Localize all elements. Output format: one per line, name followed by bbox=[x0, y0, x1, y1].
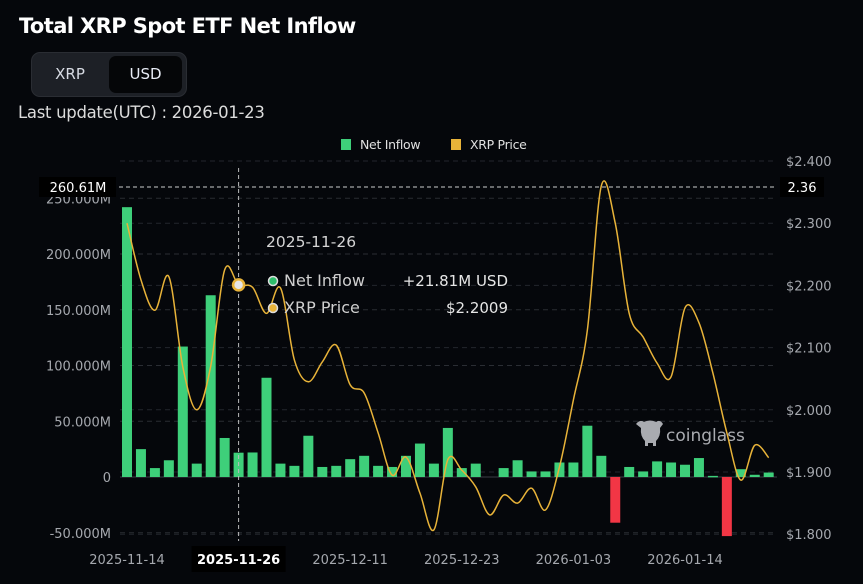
inflow-bar[interactable] bbox=[707, 475, 718, 478]
inflow-bar[interactable] bbox=[442, 427, 453, 477]
tooltip-inflow-dot-icon bbox=[267, 275, 279, 287]
inflow-bar[interactable] bbox=[373, 465, 384, 477]
coinglass-logo-icon bbox=[636, 420, 663, 446]
inflow-bar[interactable] bbox=[261, 377, 272, 477]
legend-swatch-inflow bbox=[341, 139, 351, 150]
inflow-bar[interactable] bbox=[414, 443, 425, 477]
left-axis-tick-label: 150.000M bbox=[46, 304, 111, 319]
x-axis-tick-label: 2025-12-23 bbox=[424, 553, 500, 568]
right-axis-tick-label: $2.200 bbox=[786, 279, 832, 294]
inflow-bar[interactable] bbox=[331, 465, 342, 477]
inflow-bar[interactable] bbox=[735, 469, 746, 477]
tooltip-inflow-label: Net Inflow bbox=[284, 271, 365, 290]
inflow-bar[interactable] bbox=[163, 460, 174, 477]
last-update-text: Last update(UTC) : 2026-01-23 bbox=[18, 103, 265, 122]
inflow-bar[interactable] bbox=[387, 466, 398, 477]
inflow-bar[interactable] bbox=[401, 455, 411, 477]
inflow-bar[interactable] bbox=[247, 452, 258, 477]
inflow-bar[interactable] bbox=[568, 462, 579, 477]
crosshair-left-label: 260.61M bbox=[50, 181, 107, 196]
tooltip-price-dot-icon bbox=[267, 302, 279, 314]
x-axis-highlight-bg bbox=[191, 546, 286, 572]
x-axis-tick-label: 2025-11-26 bbox=[197, 553, 280, 568]
inflow-bar[interactable] bbox=[303, 435, 314, 477]
inflow-bar[interactable] bbox=[680, 464, 690, 477]
inflow-bar[interactable] bbox=[540, 471, 551, 477]
x-axis-tick-label: 2025-12-11 bbox=[312, 553, 388, 568]
inflow-bar[interactable] bbox=[693, 458, 704, 477]
inflow-bar[interactable] bbox=[359, 455, 370, 477]
toggle-xrp-button[interactable]: XRP bbox=[55, 65, 85, 83]
watermark-text: coinglass bbox=[666, 426, 745, 446]
left-axis-tick-label: -50.000M bbox=[50, 527, 111, 542]
tooltip: 2025-11-26 Net Inflow +21.81M USD XRP Pr… bbox=[266, 233, 508, 317]
tooltip-price-label: XRP Price bbox=[284, 298, 360, 317]
inflow-bar[interactable] bbox=[289, 465, 300, 477]
right-axis-tick-label: $2.300 bbox=[786, 217, 832, 232]
price-hover-point bbox=[231, 278, 246, 292]
inflow-bar[interactable] bbox=[652, 461, 663, 477]
xrp-price-line bbox=[126, 180, 770, 532]
left-axis-tick-label: 50.000M bbox=[54, 415, 111, 430]
inflow-bar[interactable] bbox=[456, 468, 467, 477]
inflow-bar[interactable] bbox=[149, 468, 160, 477]
tooltip-date: 2025-11-26 bbox=[266, 233, 356, 251]
inflow-bar[interactable] bbox=[317, 466, 328, 477]
inflow-bar[interactable] bbox=[345, 459, 356, 477]
inflow-bar[interactable] bbox=[582, 425, 593, 477]
toggle-usd-button[interactable]: USD bbox=[109, 56, 182, 93]
outflow-bar[interactable] bbox=[610, 477, 621, 523]
legend-label: XRP Price bbox=[470, 137, 527, 152]
tooltip-inflow-value: +21.81M USD bbox=[403, 272, 508, 290]
inflow-bar[interactable] bbox=[624, 466, 635, 477]
outflow-bar[interactable] bbox=[721, 477, 732, 537]
page-title: Total XRP Spot ETF Net Inflow bbox=[19, 14, 356, 38]
inflow-bar[interactable] bbox=[749, 474, 760, 477]
x-axis-tick-label: 2026-01-14 bbox=[647, 553, 723, 568]
legend-xrp-price[interactable]: XRP Price bbox=[451, 137, 527, 152]
inflow-bar[interactable] bbox=[596, 455, 607, 477]
inflow-bar[interactable] bbox=[122, 207, 132, 478]
inflow-bar[interactable] bbox=[638, 471, 649, 477]
right-axis-tick-label: $2.400 bbox=[786, 155, 832, 170]
inflow-bar[interactable] bbox=[428, 463, 439, 477]
right-axis-tick-label: $1.900 bbox=[786, 466, 832, 481]
inflow-bar[interactable] bbox=[666, 462, 677, 477]
legend-swatch-price bbox=[451, 139, 461, 150]
left-axis-tick-label: 100.000M bbox=[46, 360, 111, 375]
coinglass-watermark: coinglass bbox=[636, 420, 745, 446]
x-axis-tick-label: 2026-01-03 bbox=[536, 553, 612, 568]
inflow-bar[interactable] bbox=[763, 472, 774, 477]
legend-label: Net Inflow bbox=[360, 137, 421, 152]
unit-toggle: XRP USD bbox=[31, 52, 187, 97]
inflow-bar[interactable] bbox=[498, 468, 509, 477]
inflow-bar[interactable] bbox=[219, 437, 230, 477]
inflow-bar[interactable] bbox=[191, 463, 202, 477]
crosshair-right-label-bg bbox=[780, 177, 824, 197]
inflow-bar[interactable] bbox=[526, 471, 537, 477]
right-axis-tick-label: $1.800 bbox=[786, 528, 832, 543]
crosshair-left-label-bg bbox=[39, 177, 116, 197]
inflow-bar[interactable] bbox=[470, 463, 481, 477]
left-axis-tick-label: 200.000M bbox=[46, 248, 111, 263]
tooltip-price-value: $2.2009 bbox=[446, 299, 508, 317]
inflow-bar[interactable] bbox=[135, 449, 146, 477]
inflow-bar[interactable] bbox=[275, 463, 286, 477]
crosshair-right-label: 2.36 bbox=[788, 181, 817, 196]
left-axis-tick-label: 0 bbox=[103, 471, 111, 486]
inflow-bar[interactable] bbox=[205, 295, 216, 477]
legend-net-inflow[interactable]: Net Inflow bbox=[341, 137, 421, 152]
right-axis-tick-label: $2.100 bbox=[786, 342, 832, 357]
x-axis-tick-label: 2025-11-14 bbox=[89, 553, 165, 568]
right-axis-tick-label: $2.000 bbox=[786, 404, 832, 419]
inflow-bar[interactable] bbox=[512, 460, 523, 477]
inflow-bar[interactable] bbox=[177, 346, 188, 477]
